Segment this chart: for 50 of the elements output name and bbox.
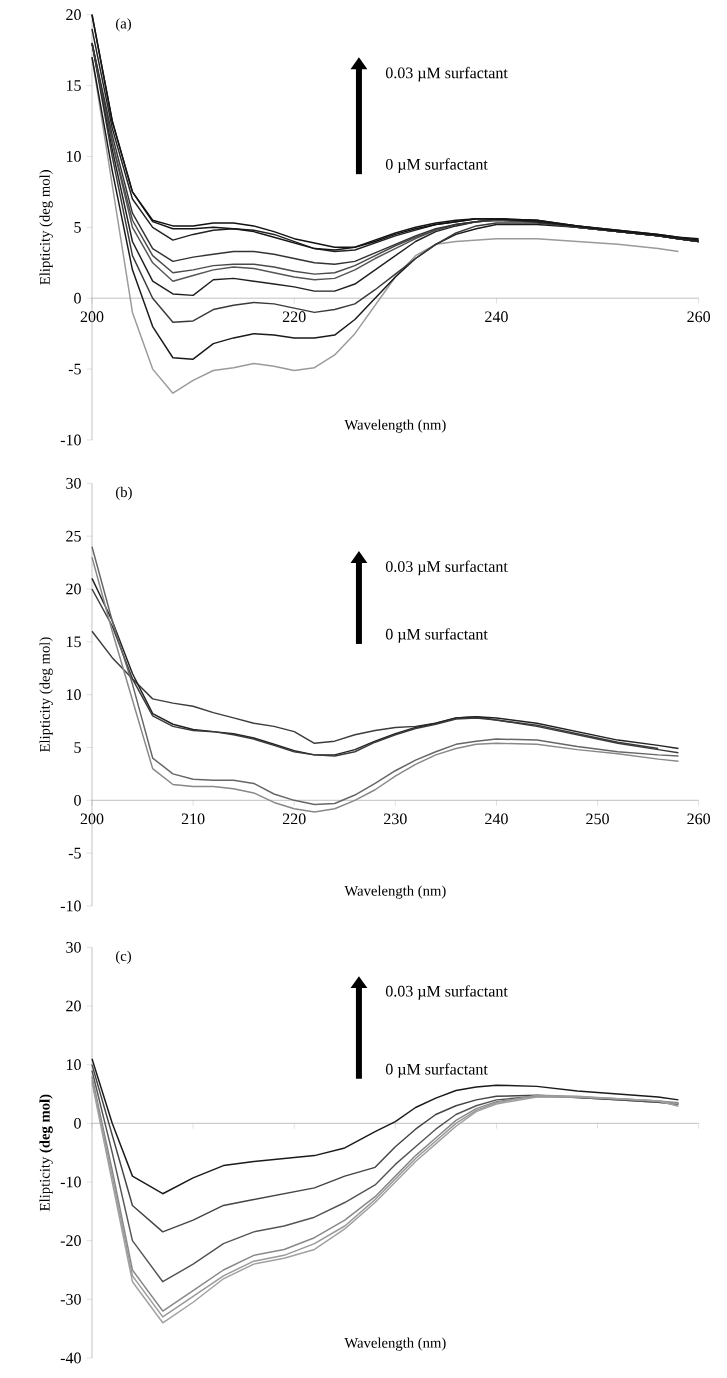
y-axis-title: Elipticity (deg mol) — [39, 1094, 53, 1211]
y-tick-label: 15 — [66, 80, 81, 91]
annotation: 0 µM surfactant — [385, 628, 488, 643]
x-tick-label: 260 — [687, 813, 711, 825]
chart-title: (a) — [116, 18, 131, 32]
y-tick-label: 20 — [66, 583, 81, 595]
annotation: 0 µM surfactant — [385, 158, 488, 173]
y-tick-label: -20 — [60, 1235, 81, 1247]
y-tick-label: -40 — [60, 1352, 81, 1364]
y-tick-label: 0 — [74, 794, 81, 806]
y-tick-label: 15 — [66, 636, 81, 648]
x-axis-title: Wavelength (nm) — [344, 1337, 446, 1351]
y-tick-label: 0 — [74, 292, 81, 304]
chart-title: (c) — [116, 950, 131, 964]
x-tick-label: 230 — [384, 813, 407, 825]
y-tick-label: 10 — [66, 151, 81, 162]
y-tick-label: 0 — [74, 1117, 81, 1129]
y-tick-label: 10 — [66, 1059, 81, 1071]
y-tick-label: -5 — [68, 363, 81, 375]
x-tick-label: 250 — [586, 813, 609, 825]
y-axis-title: Elipticity (deg mol) — [39, 170, 53, 285]
x-axis-title: Wavelength (nm) — [344, 885, 446, 899]
y-axis-title: Elipticity (deg mol) — [39, 637, 53, 753]
y-tick-label: 25 — [66, 530, 81, 542]
y-tick-label: -30 — [60, 1293, 81, 1305]
y-tick-label: 30 — [66, 477, 81, 489]
annotation: 0.03 µM surfactant — [385, 985, 508, 1000]
y-tick-label: 10 — [66, 689, 81, 701]
y-tick-label: 5 — [74, 742, 81, 753]
x-tick-label: 240 — [485, 813, 508, 825]
y-tick-label: -5 — [68, 847, 81, 859]
x-tick-label: 240 — [485, 311, 508, 323]
annotation: 0.03 µM surfactant — [385, 560, 508, 576]
y-tick-label: 20 — [66, 1000, 81, 1012]
y-tick-label: 5 — [74, 222, 81, 233]
x-tick-label: 220 — [282, 311, 306, 323]
chart-title: (b) — [116, 486, 132, 501]
annotation: 0.03 µM surfactant — [385, 66, 508, 82]
y-tick-label: -10 — [60, 434, 81, 446]
y-tick-label: 30 — [66, 941, 81, 953]
y-tick-label: -10 — [60, 1176, 81, 1188]
x-tick-label: 220 — [282, 813, 306, 825]
x-tick-label: 200 — [80, 311, 104, 323]
y-tick-label: 20 — [66, 9, 81, 21]
x-tick-label: 210 — [181, 813, 205, 825]
x-axis-title: Wavelength (nm) — [344, 419, 446, 433]
annotation: 0 µM surfactant — [385, 1063, 488, 1078]
x-tick-label: 200 — [80, 813, 104, 825]
x-tick-label: 260 — [687, 311, 711, 323]
y-tick-label: -10 — [60, 900, 81, 912]
